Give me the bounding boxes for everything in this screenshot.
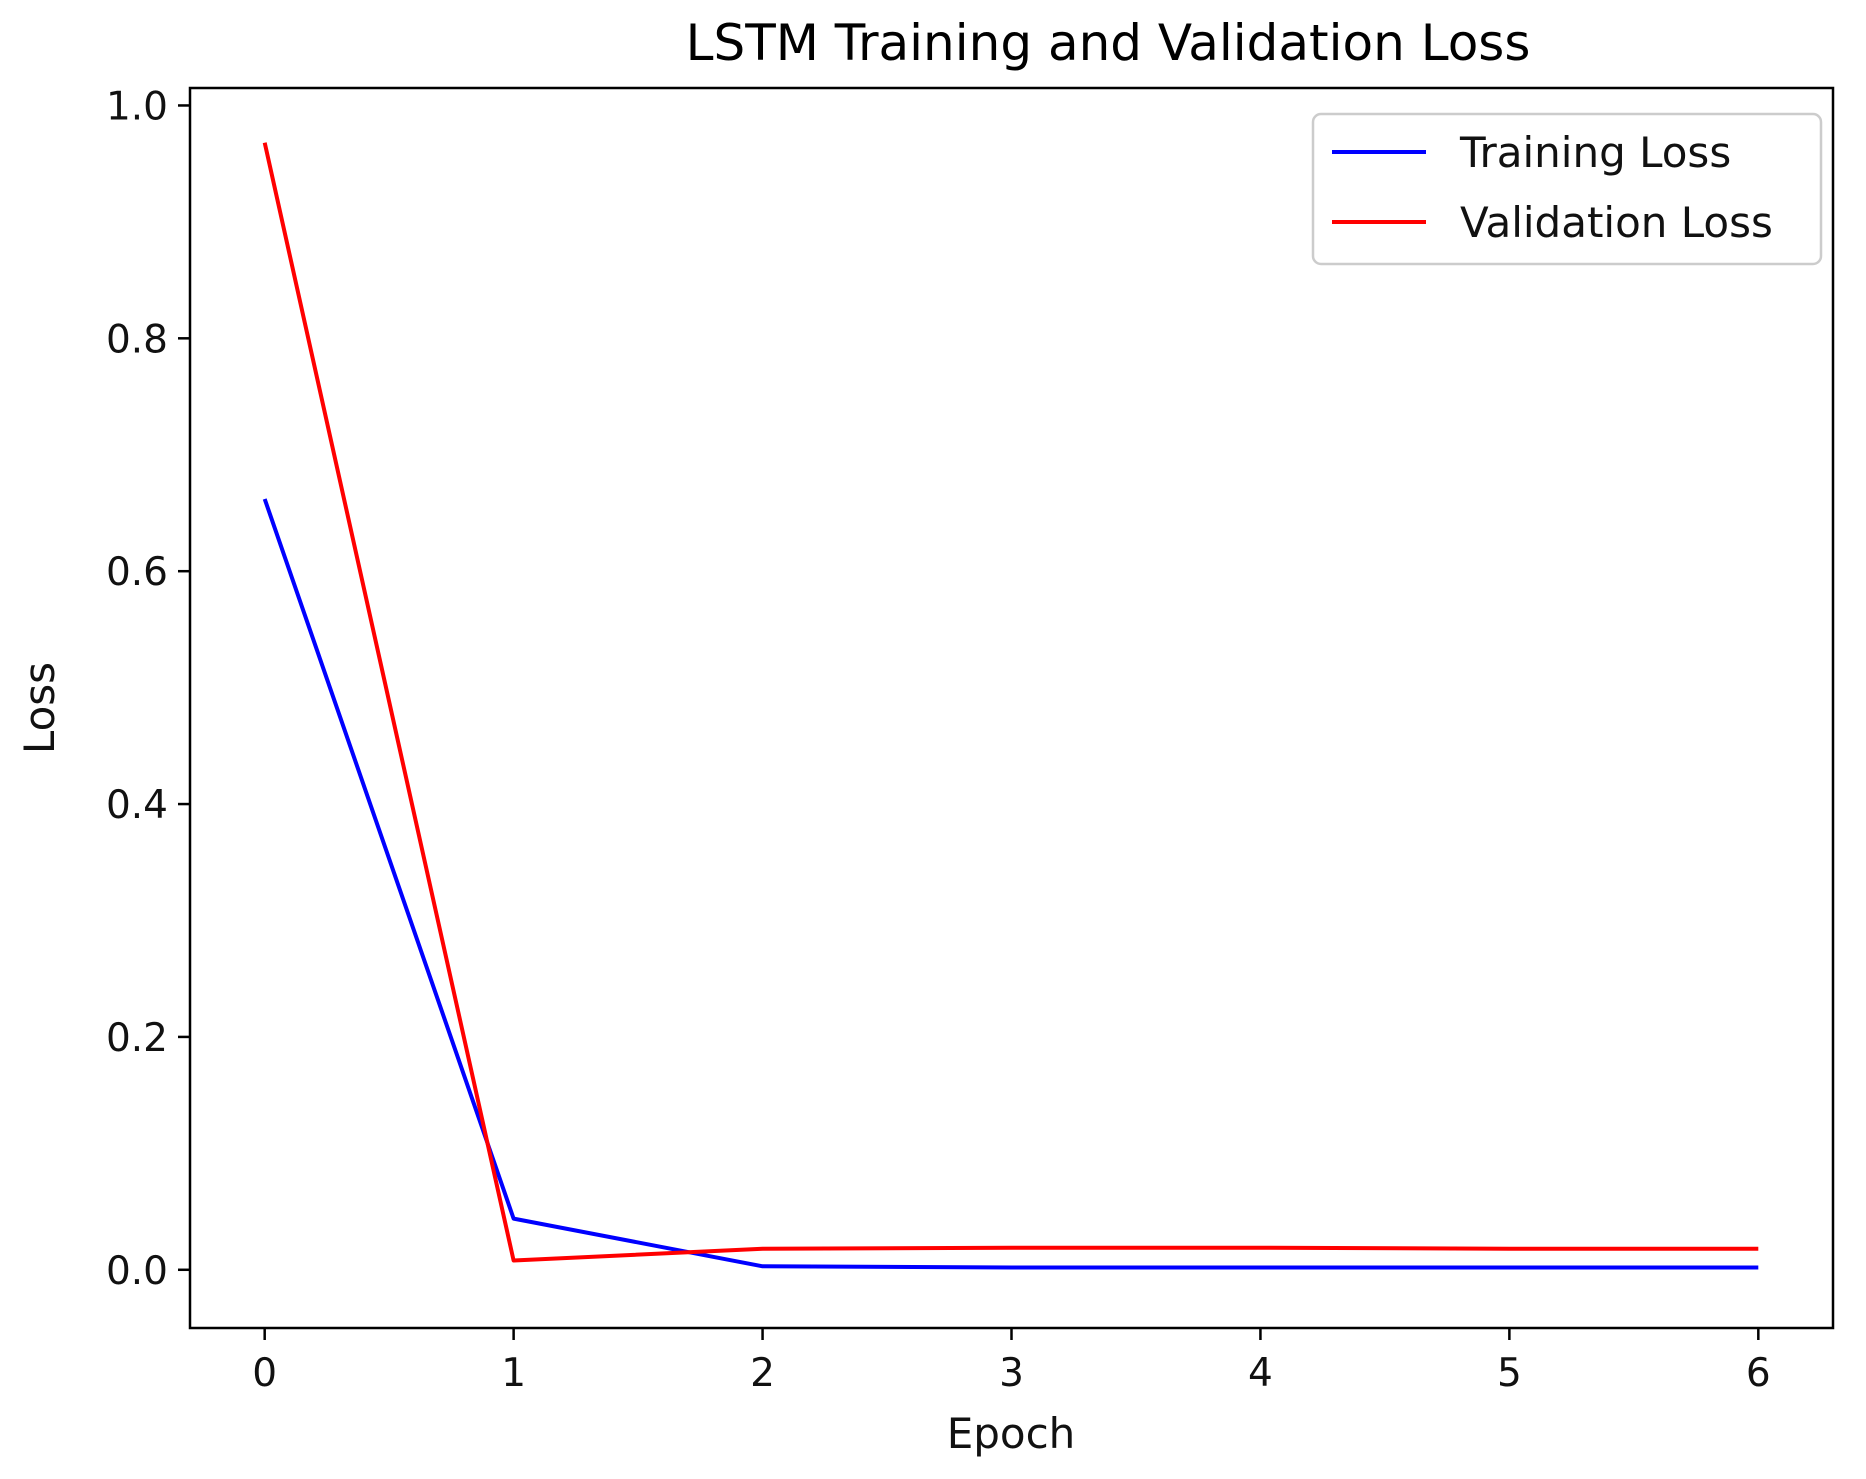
legend-box — [1311, 112, 1823, 266]
x-tick-label: 3 — [999, 1351, 1024, 1396]
legend-label-training-loss: Training Loss — [1459, 128, 1731, 177]
x-tick-label: 2 — [750, 1351, 775, 1396]
x-axis-label: Epoch — [947, 1409, 1076, 1458]
chart-title: LSTM Training and Validation Loss — [686, 14, 1531, 72]
series-lines — [262, 142, 1759, 1270]
x-tick-label: 5 — [1497, 1351, 1522, 1396]
x-tick-label: 0 — [252, 1351, 277, 1396]
x-tick-label: 1 — [501, 1351, 526, 1396]
y-tick-label: 0.8 — [106, 317, 168, 362]
y-tick-label: 0.0 — [106, 1249, 168, 1294]
plot-area-frame — [188, 86, 1835, 1330]
y-tick-label: 0.4 — [106, 783, 168, 828]
y-tick-label: 1.0 — [106, 84, 168, 129]
y-axis-label: Loss — [15, 662, 64, 754]
x-tick-label: 4 — [1248, 1351, 1273, 1396]
y-axis: 0.0 0.2 0.4 0.6 0.8 1.0 — [106, 84, 190, 1294]
x-axis: 0 1 2 3 4 5 6 — [252, 1328, 1771, 1396]
x-tick-label: 6 — [1746, 1351, 1771, 1396]
series-line-validation-loss — [262, 142, 1759, 1263]
series-line-training-loss — [262, 498, 1759, 1270]
legend: Training Loss Validation Loss — [1311, 112, 1823, 266]
y-tick-label: 0.2 — [106, 1016, 168, 1061]
y-tick-label: 0.6 — [106, 550, 168, 595]
legend-label-validation-loss: Validation Loss — [1460, 198, 1773, 247]
